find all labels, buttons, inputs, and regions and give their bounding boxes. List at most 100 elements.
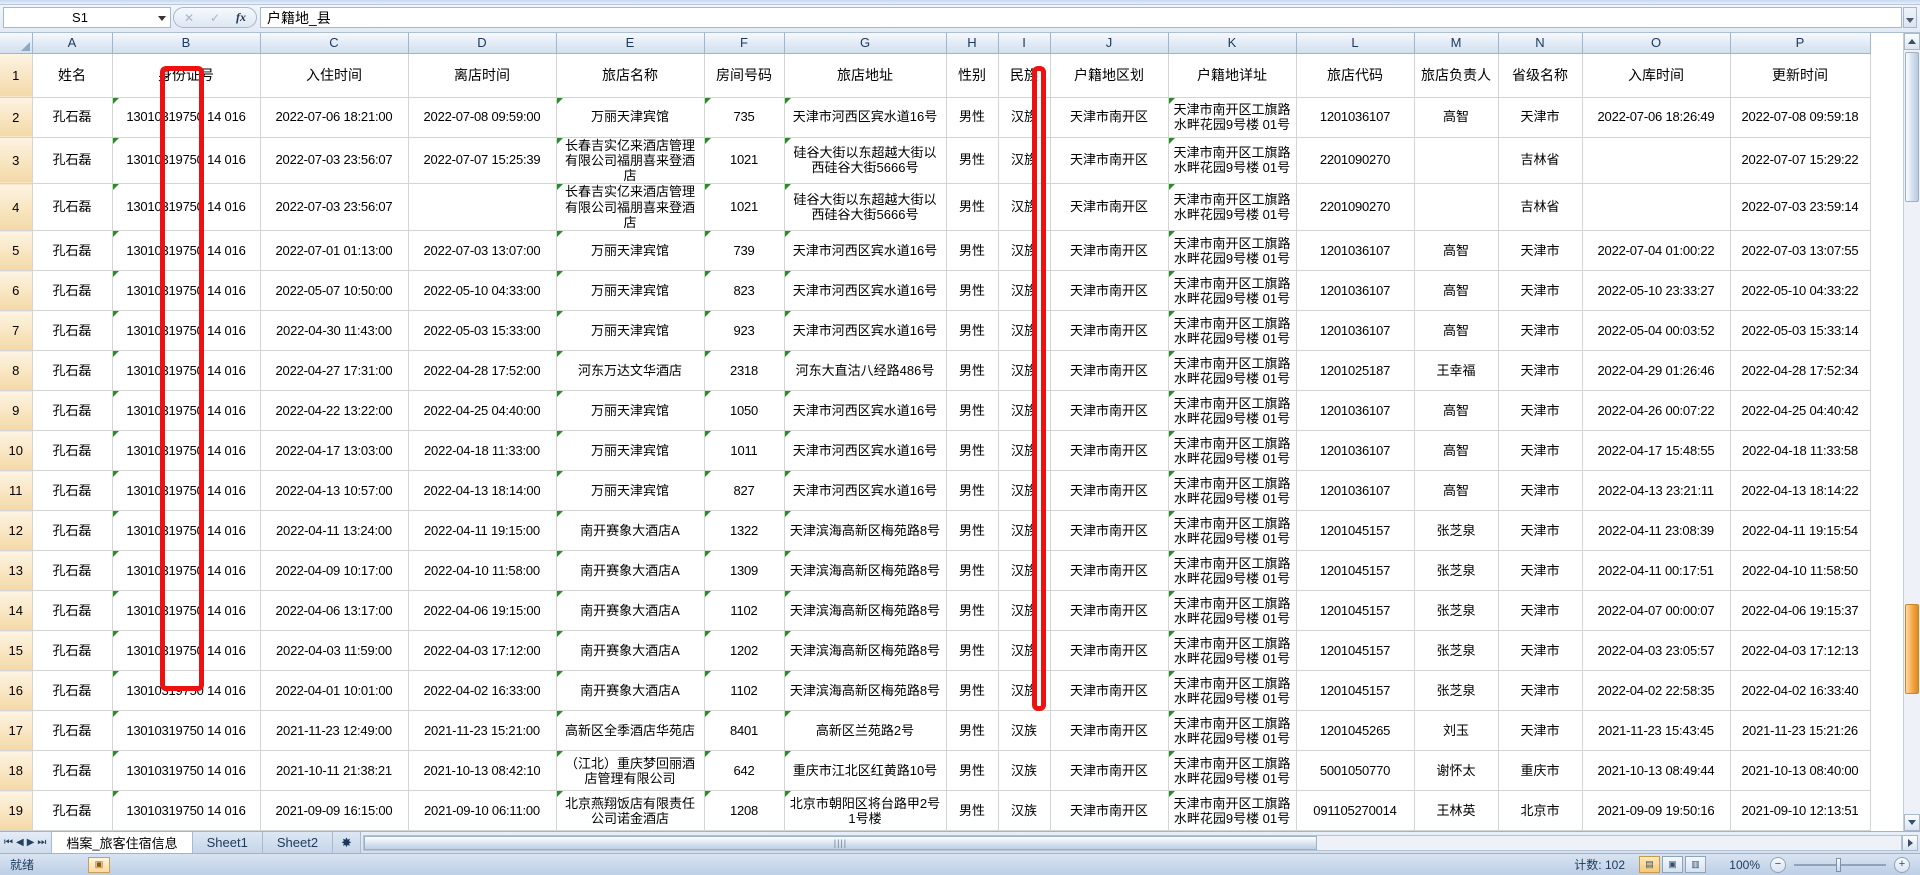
cell-H6[interactable]: 男性 — [946, 270, 999, 312]
cell-D17[interactable]: 2021-11-23 15:21:00 — [408, 710, 557, 752]
cell-D16[interactable]: 2022-04-02 16:33:00 — [408, 670, 557, 712]
cell-I17[interactable]: 汉族 — [998, 710, 1051, 752]
cell-B7[interactable]: 13010319750 14 016 — [112, 310, 261, 352]
column-header-D[interactable]: D — [408, 33, 557, 54]
cell-B4[interactable]: 13010319750 14 016 — [112, 183, 261, 232]
cell-O5[interactable]: 2022-07-04 01:00:22 — [1582, 230, 1731, 272]
cell-C17[interactable]: 2021-11-23 12:49:00 — [260, 710, 409, 752]
cell-A3[interactable]: 孔石磊 — [32, 137, 113, 185]
cell-C12[interactable]: 2022-04-11 13:24:00 — [260, 510, 409, 552]
cell-C18[interactable]: 2021-10-11 21:38:21 — [260, 750, 409, 792]
cell-K3[interactable]: 天津市南开区工旗路水畔花园9号楼 01号 — [1168, 137, 1297, 185]
cell-E3[interactable]: 长春吉实亿来酒店管理有限公司福朋喜来登酒店 — [556, 137, 705, 185]
cell-D19[interactable]: 2021-09-10 06:11:00 — [408, 790, 557, 831]
cell-M10[interactable]: 高智 — [1414, 430, 1499, 472]
cell-O14[interactable]: 2022-04-07 00:00:07 — [1582, 590, 1731, 632]
row-header-7[interactable]: 7 — [0, 310, 33, 352]
cell-E8[interactable]: 河东万达文华酒店 — [556, 350, 705, 392]
vertical-scroll-marker[interactable] — [1905, 604, 1919, 694]
scroll-right-button[interactable] — [1902, 834, 1918, 851]
vertical-scroll-thumb[interactable] — [1905, 52, 1919, 202]
cell-B2[interactable]: 13010319750 14 016 — [112, 97, 261, 138]
cell-N13[interactable]: 天津市 — [1498, 550, 1583, 592]
cell-M4[interactable] — [1414, 183, 1499, 232]
cell-I18[interactable]: 汉族 — [998, 750, 1051, 792]
cell-E14[interactable]: 南开赛象大酒店A — [556, 590, 705, 632]
cell-J19[interactable]: 天津市南开区 — [1050, 790, 1169, 831]
cell-O18[interactable]: 2021-10-13 08:49:44 — [1582, 750, 1731, 792]
cell-C2[interactable]: 2022-07-06 18:21:00 — [260, 97, 409, 138]
cell-H15[interactable]: 男性 — [946, 630, 999, 672]
cell-A5[interactable]: 孔石磊 — [32, 230, 113, 272]
cell-G17[interactable]: 高新区兰苑路2号 — [784, 710, 947, 752]
cell-C6[interactable]: 2022-05-07 10:50:00 — [260, 270, 409, 312]
cell-E4[interactable]: 长春吉实亿来酒店管理有限公司福朋喜来登酒店 — [556, 183, 705, 232]
cell-E6[interactable]: 万丽天津宾馆 — [556, 270, 705, 312]
header-cell-L[interactable]: 旅店代码 — [1296, 53, 1415, 98]
sheet-tab-1[interactable]: 档案_旅客住宿信息 — [52, 832, 193, 853]
cell-F13[interactable]: 1309 — [704, 550, 785, 592]
cell-A17[interactable]: 孔石磊 — [32, 710, 113, 752]
cell-B3[interactable]: 13010319750 14 016 — [112, 137, 261, 185]
cell-F14[interactable]: 1102 — [704, 590, 785, 632]
cell-L7[interactable]: 1201036107 — [1296, 310, 1415, 352]
cell-M19[interactable]: 王林英 — [1414, 790, 1499, 831]
header-cell-F[interactable]: 房间号码 — [704, 53, 785, 98]
cell-A4[interactable]: 孔石磊 — [32, 183, 113, 232]
row-header-16[interactable]: 16 — [0, 670, 33, 712]
cell-M2[interactable]: 高智 — [1414, 97, 1499, 138]
cell-A2[interactable]: 孔石磊 — [32, 97, 113, 138]
cell-A13[interactable]: 孔石磊 — [32, 550, 113, 592]
cell-P16[interactable]: 2022-04-02 16:33:40 — [1730, 670, 1871, 712]
cell-E13[interactable]: 南开赛象大酒店A — [556, 550, 705, 592]
cell-G16[interactable]: 天津滨海高新区梅苑路8号 — [784, 670, 947, 712]
horizontal-scroll-thumb[interactable]: |||| — [363, 835, 1317, 850]
cell-P4[interactable]: 2022-07-03 23:59:14 — [1730, 183, 1871, 232]
cell-D2[interactable]: 2022-07-08 09:59:00 — [408, 97, 557, 138]
cell-J11[interactable]: 天津市南开区 — [1050, 470, 1169, 512]
cell-E7[interactable]: 万丽天津宾馆 — [556, 310, 705, 352]
row-header-1[interactable]: 1 — [0, 53, 33, 98]
cell-D11[interactable]: 2022-04-13 18:14:00 — [408, 470, 557, 512]
cell-D9[interactable]: 2022-04-25 04:40:00 — [408, 390, 557, 432]
cell-E9[interactable]: 万丽天津宾馆 — [556, 390, 705, 432]
cell-O16[interactable]: 2022-04-02 22:58:35 — [1582, 670, 1731, 712]
cell-P10[interactable]: 2022-04-18 11:33:58 — [1730, 430, 1871, 472]
row-header-12[interactable]: 12 — [0, 510, 33, 552]
cell-E10[interactable]: 万丽天津宾馆 — [556, 430, 705, 472]
column-header-K[interactable]: K — [1168, 33, 1297, 54]
cell-A8[interactable]: 孔石磊 — [32, 350, 113, 392]
cell-O15[interactable]: 2022-04-03 23:05:57 — [1582, 630, 1731, 672]
cell-P7[interactable]: 2022-05-03 15:33:14 — [1730, 310, 1871, 352]
cell-B18[interactable]: 13010319750 14 016 — [112, 750, 261, 792]
cell-N4[interactable]: 吉林省 — [1498, 183, 1583, 232]
row-header-18[interactable]: 18 — [0, 750, 33, 792]
cell-C10[interactable]: 2022-04-17 13:03:00 — [260, 430, 409, 472]
cell-K10[interactable]: 天津市南开区工旗路水畔花园9号楼 01号 — [1168, 430, 1297, 472]
cell-K13[interactable]: 天津市南开区工旗路水畔花园9号楼 01号 — [1168, 550, 1297, 592]
chevron-down-icon[interactable] — [158, 15, 166, 21]
scroll-down-button[interactable] — [1904, 814, 1920, 831]
cell-H18[interactable]: 男性 — [946, 750, 999, 792]
cell-M7[interactable]: 高智 — [1414, 310, 1499, 352]
cell-O3[interactable] — [1582, 137, 1731, 185]
column-header-J[interactable]: J — [1050, 33, 1169, 54]
cell-K6[interactable]: 天津市南开区工旗路水畔花园9号楼 01号 — [1168, 270, 1297, 312]
cell-H2[interactable]: 男性 — [946, 97, 999, 138]
header-cell-H[interactable]: 性别 — [946, 53, 999, 98]
cell-E15[interactable]: 南开赛象大酒店A — [556, 630, 705, 672]
cell-J15[interactable]: 天津市南开区 — [1050, 630, 1169, 672]
cell-F3[interactable]: 1021 — [704, 137, 785, 185]
column-header-P[interactable]: P — [1730, 33, 1871, 54]
cell-B13[interactable]: 13010319750 14 016 — [112, 550, 261, 592]
cell-L11[interactable]: 1201036107 — [1296, 470, 1415, 512]
cell-H8[interactable]: 男性 — [946, 350, 999, 392]
cell-F4[interactable]: 1021 — [704, 183, 785, 232]
cell-G6[interactable]: 天津市河西区宾水道16号 — [784, 270, 947, 312]
column-header-L[interactable]: L — [1296, 33, 1415, 54]
header-cell-C[interactable]: 入住时间 — [260, 53, 409, 98]
cell-L19[interactable]: 091105270014 — [1296, 790, 1415, 831]
cell-D15[interactable]: 2022-04-03 17:12:00 — [408, 630, 557, 672]
cell-F18[interactable]: 642 — [704, 750, 785, 792]
cell-H5[interactable]: 男性 — [946, 230, 999, 272]
